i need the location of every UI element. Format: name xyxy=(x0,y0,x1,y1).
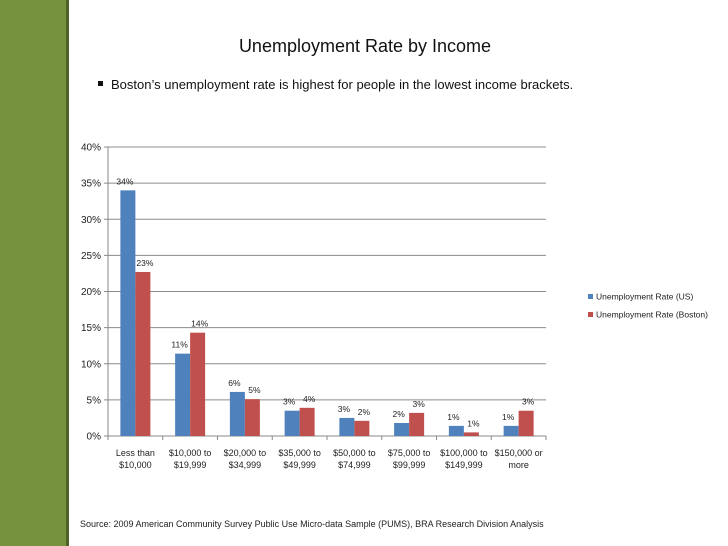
x-tick-label: $19,999 xyxy=(174,460,207,470)
bar-boston xyxy=(244,399,260,436)
y-tick-label: 15% xyxy=(81,323,101,334)
x-tick-label: $10,000 to xyxy=(169,448,212,458)
x-tick-label: $149,999 xyxy=(445,460,483,470)
y-tick-label: 25% xyxy=(81,251,101,262)
data-label-us: 3% xyxy=(338,404,351,414)
data-label-us: 2% xyxy=(392,409,405,419)
bar-us xyxy=(284,410,300,436)
bar-boston xyxy=(463,432,479,436)
bullet-icon xyxy=(98,81,103,87)
x-tick-label: $100,000 to xyxy=(440,448,488,458)
data-label-boston: 5% xyxy=(248,385,261,395)
x-tick-label: $35,000 to xyxy=(278,448,321,458)
data-label-boston: 14% xyxy=(191,319,208,329)
y-tick-label: 40% xyxy=(81,143,101,154)
x-tick-label: $49,999 xyxy=(283,460,316,470)
y-tick-label: 35% xyxy=(81,179,101,190)
data-label-boston: 1% xyxy=(467,418,480,428)
bar-us xyxy=(229,391,245,436)
bar-us xyxy=(175,353,191,436)
data-label-us: 1% xyxy=(447,412,460,422)
legend-swatch xyxy=(588,312,593,317)
data-label-us: 6% xyxy=(228,378,241,388)
x-tick-label: $150,000 or xyxy=(495,448,543,458)
x-tick-label: more xyxy=(508,460,529,470)
data-label-us: 11% xyxy=(171,340,188,350)
y-tick-label: 0% xyxy=(87,432,102,443)
source-note: Source: 2009 American Community Survey P… xyxy=(80,519,544,529)
y-tick-label: 30% xyxy=(81,215,101,226)
data-label-boston: 4% xyxy=(303,394,316,404)
data-label-us: 34% xyxy=(116,176,133,186)
y-tick-label: 20% xyxy=(81,287,101,298)
chart-title: Unemployment Rate by Income xyxy=(238,36,492,56)
bar-us xyxy=(448,425,464,436)
y-tick-label: 10% xyxy=(81,359,101,370)
bar-boston xyxy=(354,420,370,436)
x-tick-label: Less than xyxy=(116,448,155,458)
data-label-boston: 2% xyxy=(358,407,371,417)
bar-boston xyxy=(299,407,315,436)
x-tick-label: $10,000 xyxy=(119,460,152,470)
data-label-us: 1% xyxy=(502,412,515,422)
bar-boston xyxy=(518,410,534,436)
bullet-text: Boston’s unemployment rate is highest fo… xyxy=(111,77,574,92)
bar-us xyxy=(503,425,519,436)
bar-us xyxy=(394,422,410,436)
bullet-point: Boston’s unemployment rate is highest fo… xyxy=(98,77,573,92)
legend-swatch xyxy=(588,294,593,299)
x-tick-label: $74,999 xyxy=(338,460,371,470)
legend-label: Unemployment Rate (US) xyxy=(596,292,693,302)
bar-us xyxy=(120,190,136,436)
bar-us xyxy=(339,417,355,436)
data-label-boston: 3% xyxy=(412,399,425,409)
legend-label: Unemployment Rate (Boston) xyxy=(596,310,708,320)
data-label-us: 3% xyxy=(283,397,296,407)
bar-boston xyxy=(409,412,425,436)
y-tick-label: 5% xyxy=(87,395,102,406)
x-tick-label: $99,999 xyxy=(393,460,426,470)
bar-boston xyxy=(135,271,151,436)
x-tick-label: $75,000 to xyxy=(388,448,431,458)
data-label-boston: 23% xyxy=(136,258,153,268)
x-tick-label: $20,000 to xyxy=(224,448,267,458)
bar-boston xyxy=(190,332,206,436)
x-tick-label: $50,000 to xyxy=(333,448,376,458)
data-label-boston: 3% xyxy=(522,397,535,407)
slide-sidebar xyxy=(0,0,69,546)
x-tick-label: $34,999 xyxy=(229,460,262,470)
